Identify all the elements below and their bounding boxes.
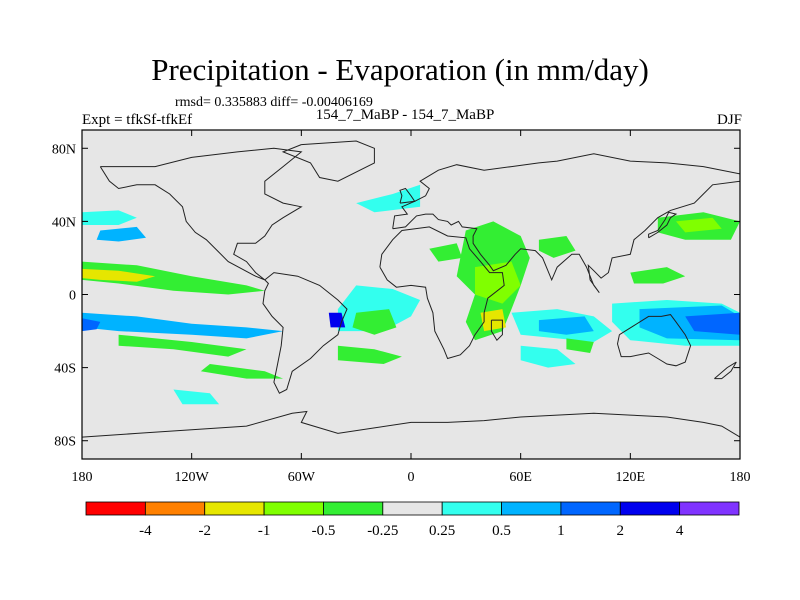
eurasia-outline bbox=[392, 153, 740, 294]
region-itcz-pacific-green bbox=[82, 261, 265, 295]
region-equatorial-west-pacific-green bbox=[630, 267, 686, 284]
colorbar-label: -0.25 bbox=[367, 523, 398, 539]
greenland-outline bbox=[281, 140, 375, 182]
experiment-label: Expt = tfkSf-tfkEf bbox=[82, 112, 193, 128]
colorbar-label: -0.5 bbox=[312, 523, 336, 539]
africa-outline bbox=[379, 226, 505, 360]
region-itcz-pacific-yellow bbox=[82, 268, 156, 282]
lat-tick-label: 80N bbox=[52, 142, 76, 157]
region-south-pacific-blue bbox=[82, 312, 284, 339]
lon-tick-label: 0 bbox=[408, 470, 415, 485]
region-indian-ocean-south-cyan bbox=[520, 345, 576, 368]
colorbar-swatch bbox=[382, 501, 443, 516]
colorbar-swatch bbox=[323, 501, 384, 516]
lon-tick-label: 180 bbox=[72, 470, 93, 485]
lon-tick-label: 60W bbox=[288, 470, 316, 485]
colorbar-swatch bbox=[263, 501, 324, 516]
colorbar-label: 1 bbox=[557, 523, 565, 539]
region-south-pacific-green bbox=[118, 334, 247, 357]
colorbar-label: -1 bbox=[258, 523, 271, 539]
colorbar-swatch bbox=[204, 501, 265, 516]
region-south-pacific-cyan bbox=[173, 389, 220, 405]
colorbar-swatch bbox=[85, 501, 146, 516]
region-indian-ocean-blue bbox=[538, 316, 594, 335]
region-south-pacific-darkblue bbox=[82, 318, 101, 332]
lat-tick-label: 0 bbox=[69, 289, 76, 304]
region-indian-ocean-green bbox=[566, 338, 594, 353]
colorbar-label: -4 bbox=[139, 523, 152, 539]
uk-outline bbox=[399, 187, 416, 204]
lon-tick-label: 120E bbox=[616, 470, 646, 485]
coastlines bbox=[82, 140, 740, 438]
region-north-west-pacific-yellowgreen bbox=[676, 217, 722, 233]
colorbar-label: 0.5 bbox=[492, 523, 511, 539]
chart-title: Precipitation - Evaporation (in mm/day) bbox=[151, 52, 649, 87]
colorbar-label: 2 bbox=[617, 523, 625, 539]
colorbar-swatch bbox=[679, 501, 740, 516]
lat-tick-label: 40N bbox=[52, 215, 76, 230]
region-south-atlantic-green bbox=[352, 309, 397, 335]
region-africa-yellowgreen bbox=[475, 261, 521, 304]
lon-tick-label: 120W bbox=[175, 470, 210, 485]
comparison-label: 154_7_MaBP - 154_7_MaBP bbox=[315, 107, 495, 123]
antarctica-outline bbox=[82, 410, 740, 438]
region-south-atlantic-green-2 bbox=[337, 345, 402, 364]
region-west-pacific-darkblue bbox=[685, 312, 740, 335]
lon-tick-label: 60E bbox=[509, 470, 532, 485]
latitude-axis: 80N 40N 0 40S 80S bbox=[52, 142, 740, 450]
stats-label: rmsd= 0.335883 diff= -0.00406169 bbox=[175, 95, 373, 110]
japan-outline bbox=[648, 211, 678, 239]
anomaly-regions bbox=[82, 184, 740, 405]
colorbar-label: 0.25 bbox=[429, 523, 455, 539]
region-north-pacific-cyan bbox=[82, 210, 137, 225]
madagascar-outline bbox=[490, 319, 503, 342]
season-label: DJF bbox=[716, 112, 742, 128]
region-north-indian-green bbox=[538, 236, 576, 258]
colorbar-swatch bbox=[501, 501, 562, 516]
colorbar-swatch bbox=[441, 501, 502, 516]
australia-outline bbox=[616, 314, 692, 367]
region-north-pacific-blue bbox=[96, 226, 146, 242]
colorbar-swatch bbox=[144, 501, 206, 516]
region-south-pacific-green-2 bbox=[200, 364, 284, 379]
south-america-outline bbox=[262, 272, 348, 394]
lat-tick-label: 80S bbox=[54, 435, 76, 450]
longitude-axis: 180 120W 60W 0 60E 120E 180 bbox=[72, 130, 751, 485]
colorbar: -4 -2 -1 -0.5 -0.25 0.25 0.5 1 2 4 bbox=[85, 501, 740, 539]
colorbar-label: -2 bbox=[198, 523, 211, 539]
colorbar-swatch bbox=[560, 501, 621, 516]
lon-tick-label: 180 bbox=[730, 470, 751, 485]
map-background bbox=[82, 130, 740, 459]
region-europe-green bbox=[429, 243, 463, 262]
new-zealand-outline bbox=[714, 361, 737, 380]
lat-tick-label: 40S bbox=[54, 362, 76, 377]
colorbar-label: 4 bbox=[676, 523, 684, 539]
colorbar-swatch bbox=[619, 501, 681, 516]
